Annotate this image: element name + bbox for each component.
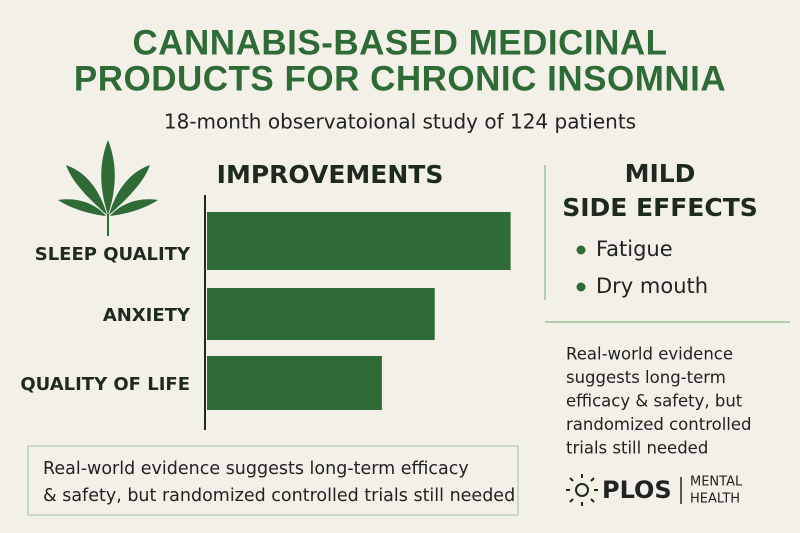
category-label: QUALITY OF LIFE (20, 374, 190, 395)
logo-sub: HEALTH (690, 492, 740, 507)
note-line: Real-world evidence suggests long-term e… (43, 459, 469, 479)
title-line: CANNABIS-BASED MEDICINAL (132, 23, 667, 62)
note-line: trials still needed (566, 439, 708, 458)
bullet (576, 282, 586, 292)
bottom-note: Real-world evidence suggests long-term e… (43, 459, 515, 506)
side-effect: Fatigue (596, 237, 673, 261)
subtitle: 18-month observatoional study of 124 pat… (164, 110, 636, 134)
note-line: randomized controlled (566, 415, 752, 434)
note-line: efficacy & safety, but (566, 392, 743, 411)
logo-icon (566, 474, 598, 506)
bar (207, 356, 382, 410)
note-line: suggests long-term (566, 368, 726, 387)
logo-brand: PLOS (602, 476, 672, 504)
leaf-icon (58, 140, 158, 236)
side-title: SIDE EFFECTS (562, 193, 758, 222)
note-line: Real-world evidence (566, 345, 733, 364)
bar (207, 212, 511, 270)
category-label: SLEEP QUALITY (35, 244, 191, 265)
side-title: MILD (625, 159, 696, 188)
chart-title: IMPROVEMENTS (217, 160, 444, 189)
bullet (576, 245, 586, 255)
logo-sub: MENTAL (690, 475, 743, 490)
title-line: PRODUCTS FOR CHRONIC INSOMNIA (74, 59, 726, 98)
note-line: & safety, but randomized controlled tria… (43, 486, 515, 506)
side-effect: Dry mouth (596, 274, 708, 298)
bar (207, 288, 435, 340)
note-box (27, 445, 519, 516)
side-note: Real-world evidence suggests long-term eff… (566, 345, 752, 458)
category-label: ANXIETY (103, 305, 191, 326)
